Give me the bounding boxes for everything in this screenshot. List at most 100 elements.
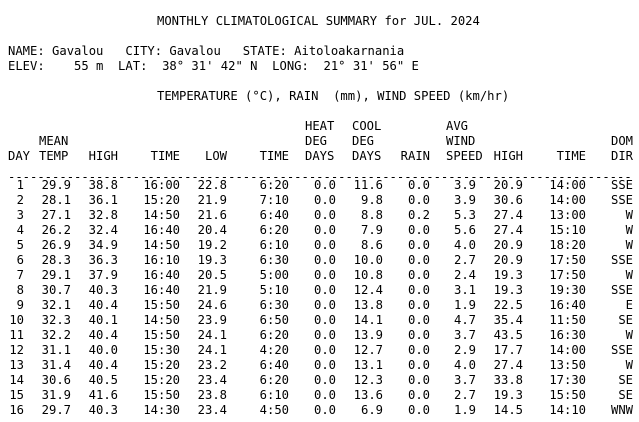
cell-heat-deg-days: 0.0: [313, 238, 336, 252]
cell-cool-deg-days: 8.8: [360, 208, 383, 222]
cell-day: 9: [16, 298, 24, 312]
cell-wind-high-time: 15:10: [549, 223, 586, 237]
cell-heat-deg-days: 0.0: [313, 223, 336, 237]
cell-low-temp: 24.1: [197, 343, 227, 357]
table-row: 6 28.3 36.3 16:10 19.3 6:30 0.0 10.0 0.0 2.7 20.9 1…: [0, 253, 639, 268]
cell-high-temp: 40.0: [88, 343, 118, 357]
cell-high-time: 14:50: [143, 313, 180, 327]
cell-low-temp: 21.9: [197, 193, 227, 207]
cell-rain: 0.0: [407, 253, 430, 267]
cell-dom-dir: SE: [618, 388, 633, 402]
cell-wind-high-time: 14:00: [549, 193, 586, 207]
cell-wind-high-time: 17:50: [549, 253, 586, 267]
cell-avg-wind-speed: 3.7: [453, 373, 476, 387]
cell-heat-deg-days: 0.0: [313, 283, 336, 297]
header-high-temp: HIGH: [88, 149, 118, 163]
cell-low-time: 6:30: [259, 253, 289, 267]
cell-avg-wind-speed: 1.9: [453, 298, 476, 312]
cell-low-time: 5:10: [259, 283, 289, 297]
cell-wind-high-time: 11:50: [549, 313, 586, 327]
cell-heat-deg-days: 0.0: [313, 328, 336, 342]
cell-low-temp: 23.4: [197, 403, 227, 417]
cell-day: 3: [16, 208, 24, 222]
cell-high-temp: 36.1: [88, 193, 118, 207]
table-row: 1 29.9 38.8 16:00 22.8 6:20 0.0 11.6 0.0 3.9 20.9 1…: [0, 178, 639, 193]
cell-high-temp: 40.4: [88, 298, 118, 312]
cell-rain: 0.0: [407, 313, 430, 327]
cell-heat-deg-days: 0.0: [313, 193, 336, 207]
table-row: 13 31.4 40.4 15:20 23.2 6:40 0.0 13.1 0.0 4.0 27.4…: [0, 358, 639, 373]
header-mean-temp: MEAN: [39, 134, 69, 148]
cell-wind-high-time: 13:00: [549, 208, 586, 222]
cell-rain: 0.0: [407, 268, 430, 282]
cell-wind-high-time: 14:00: [549, 343, 586, 357]
cell-high-temp: 41.6: [88, 388, 118, 402]
cell-low-time: 5:00: [259, 268, 289, 282]
cell-high-temp: 32.4: [88, 223, 118, 237]
cell-wind-high-time: 13:50: [549, 358, 586, 372]
cell-low-temp: 20.4: [197, 223, 227, 237]
table-row: 2 28.1 36.1 15:20 21.9 7:10 0.0 9.8 0.0 3.9 30.6 14…: [0, 193, 639, 208]
header-row: MEAN DEG DEG WIND DOM: [0, 134, 639, 149]
cell-high-time: 15:50: [143, 388, 180, 402]
cell-mean-temp: 31.9: [41, 388, 71, 402]
cell-cool-deg-days: 9.8: [360, 193, 383, 207]
header-avg-wind-speed: AVG: [446, 119, 469, 133]
cell-rain: 0.0: [407, 373, 430, 387]
header-low-temp: LOW: [204, 149, 227, 163]
table-row: 15 31.9 41.6 15:50 23.8 6:10 0.0 13.6 0.0 2.7 19.3…: [0, 388, 639, 403]
cell-day: 15: [9, 388, 24, 402]
cell-rain: 0.0: [407, 178, 430, 192]
cell-heat-deg-days: 0.0: [313, 343, 336, 357]
cell-high-time: 15:30: [143, 343, 180, 357]
cell-high-time: 14:50: [143, 238, 180, 252]
cell-wind-high-time: 19:30: [549, 283, 586, 297]
cell-dom-dir: WNW: [610, 403, 633, 417]
cell-low-temp: 23.2: [197, 358, 227, 372]
cell-wind-high-time: 14:10: [549, 403, 586, 417]
cell-low-temp: 23.8: [197, 388, 227, 402]
cell-avg-wind-speed: 1.9: [453, 403, 476, 417]
cell-mean-temp: 29.9: [41, 178, 71, 192]
cell-cool-deg-days: 13.1: [353, 358, 383, 372]
cell-avg-wind-speed: 3.7: [453, 328, 476, 342]
header-cool-deg-days: DEG: [352, 134, 375, 148]
cell-mean-temp: 30.7: [41, 283, 71, 297]
header-row: DAY TEMP HIGH TIME LOW TIME DAYS DAYS RAIN SPEED H…: [0, 149, 639, 164]
cell-avg-wind-speed: 2.4: [453, 268, 476, 282]
cell-avg-wind-speed: 3.9: [453, 193, 476, 207]
cell-heat-deg-days: 0.0: [313, 178, 336, 192]
cell-mean-temp: 27.1: [41, 208, 71, 222]
cell-wind-high: 14.5: [493, 403, 523, 417]
cell-high-time: 15:50: [143, 328, 180, 342]
cell-wind-high-time: 16:30: [549, 328, 586, 342]
cell-low-temp: 21.9: [197, 283, 227, 297]
cell-rain: 0.0: [407, 358, 430, 372]
cell-low-time: 6:20: [259, 328, 289, 342]
cell-high-time: 16:40: [143, 283, 180, 297]
cell-wind-high-time: 14:00: [549, 178, 586, 192]
cell-day: 16: [9, 403, 24, 417]
cell-dom-dir: SE: [618, 313, 633, 327]
header-wind-high-time: TIME: [556, 149, 586, 163]
cell-low-time: 6:30: [259, 298, 289, 312]
header-avg-wind-speed: WIND: [446, 134, 476, 148]
cell-mean-temp: 26.9: [41, 238, 71, 252]
cell-dom-dir: SSE: [610, 193, 633, 207]
header-dom-dir: DOM: [610, 134, 633, 148]
cell-heat-deg-days: 0.0: [313, 253, 336, 267]
cell-high-time: 15:20: [143, 358, 180, 372]
cell-cool-deg-days: 10.8: [353, 268, 383, 282]
cell-wind-high: 33.8: [493, 373, 523, 387]
cell-wind-high: 20.9: [493, 238, 523, 252]
cell-heat-deg-days: 0.0: [313, 403, 336, 417]
cell-rain: 0.0: [407, 193, 430, 207]
cell-high-time: 15:20: [143, 193, 180, 207]
cell-day: 4: [16, 223, 24, 237]
table-row: 4 26.2 32.4 16:40 20.4 6:20 0.0 7.9 0.0 5.6 27.4 15…: [0, 223, 639, 238]
cell-mean-temp: 32.2: [41, 328, 71, 342]
header-heat-deg-days: HEAT: [305, 119, 335, 133]
header-mean-temp: TEMP: [39, 149, 69, 163]
cell-rain: 0.0: [407, 283, 430, 297]
cell-cool-deg-days: 7.9: [360, 223, 383, 237]
